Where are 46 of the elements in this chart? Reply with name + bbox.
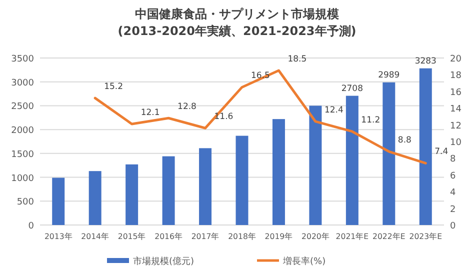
y-tick-label: 0 xyxy=(28,222,34,232)
data-label: 12.1 xyxy=(140,108,160,118)
y-tick-label: 2500 xyxy=(11,102,34,112)
chart-subtitle: (2013-2020年実績、2021-2023年予測) xyxy=(118,24,356,38)
y2-tick-label: 6 xyxy=(450,171,456,182)
legend-label: 増長率(%) xyxy=(282,256,326,267)
y2-tick-label: 14 xyxy=(450,104,462,115)
y-tick-label: 3000 xyxy=(11,78,34,88)
bar xyxy=(126,164,138,225)
bar xyxy=(162,156,175,225)
y-tick-label: 1500 xyxy=(11,150,34,160)
data-label: 3283 xyxy=(414,56,436,66)
y2-tick-label: 10 xyxy=(450,138,462,148)
y-tick-label: 500 xyxy=(16,198,34,208)
bar xyxy=(236,136,248,225)
y2-tick-label: 16 xyxy=(450,88,462,98)
bar xyxy=(199,148,212,225)
y-tick-label: 2000 xyxy=(11,126,34,136)
line-series xyxy=(94,69,427,164)
data-label: 2708 xyxy=(341,84,363,94)
y-tick-label: 1000 xyxy=(11,174,34,184)
data-label: 11.2 xyxy=(361,115,380,126)
y2-tick-label: 0 xyxy=(450,222,456,232)
data-label: 2989 xyxy=(378,70,400,80)
data-label: 15.2 xyxy=(104,82,124,92)
y-tick-label: 3500 xyxy=(11,54,34,64)
bar xyxy=(88,171,102,225)
bar xyxy=(419,68,432,225)
bar xyxy=(346,96,358,225)
bar xyxy=(272,119,285,225)
data-label: 12.8 xyxy=(178,102,196,112)
y2-tick-label: 18 xyxy=(450,71,462,82)
data-label: 7.4 xyxy=(434,147,448,158)
legend-label: 市場規模(億元) xyxy=(133,256,194,267)
y2-tick-label: 8 xyxy=(450,154,456,165)
bar xyxy=(309,106,322,225)
chart-title: 中国健康食品・サプリメント市場規模 xyxy=(135,7,339,21)
y2-tick-label: 2 xyxy=(450,204,456,215)
y2-tick-label: 4 xyxy=(450,188,456,198)
bar xyxy=(52,178,65,225)
data-label: 12.4 xyxy=(324,105,344,116)
data-label: 8.8 xyxy=(398,136,412,146)
y2-tick-label: 20 xyxy=(450,54,462,64)
bar xyxy=(382,82,396,225)
data-label: 18.5 xyxy=(288,54,307,65)
y2-tick-label: 12 xyxy=(450,121,462,132)
